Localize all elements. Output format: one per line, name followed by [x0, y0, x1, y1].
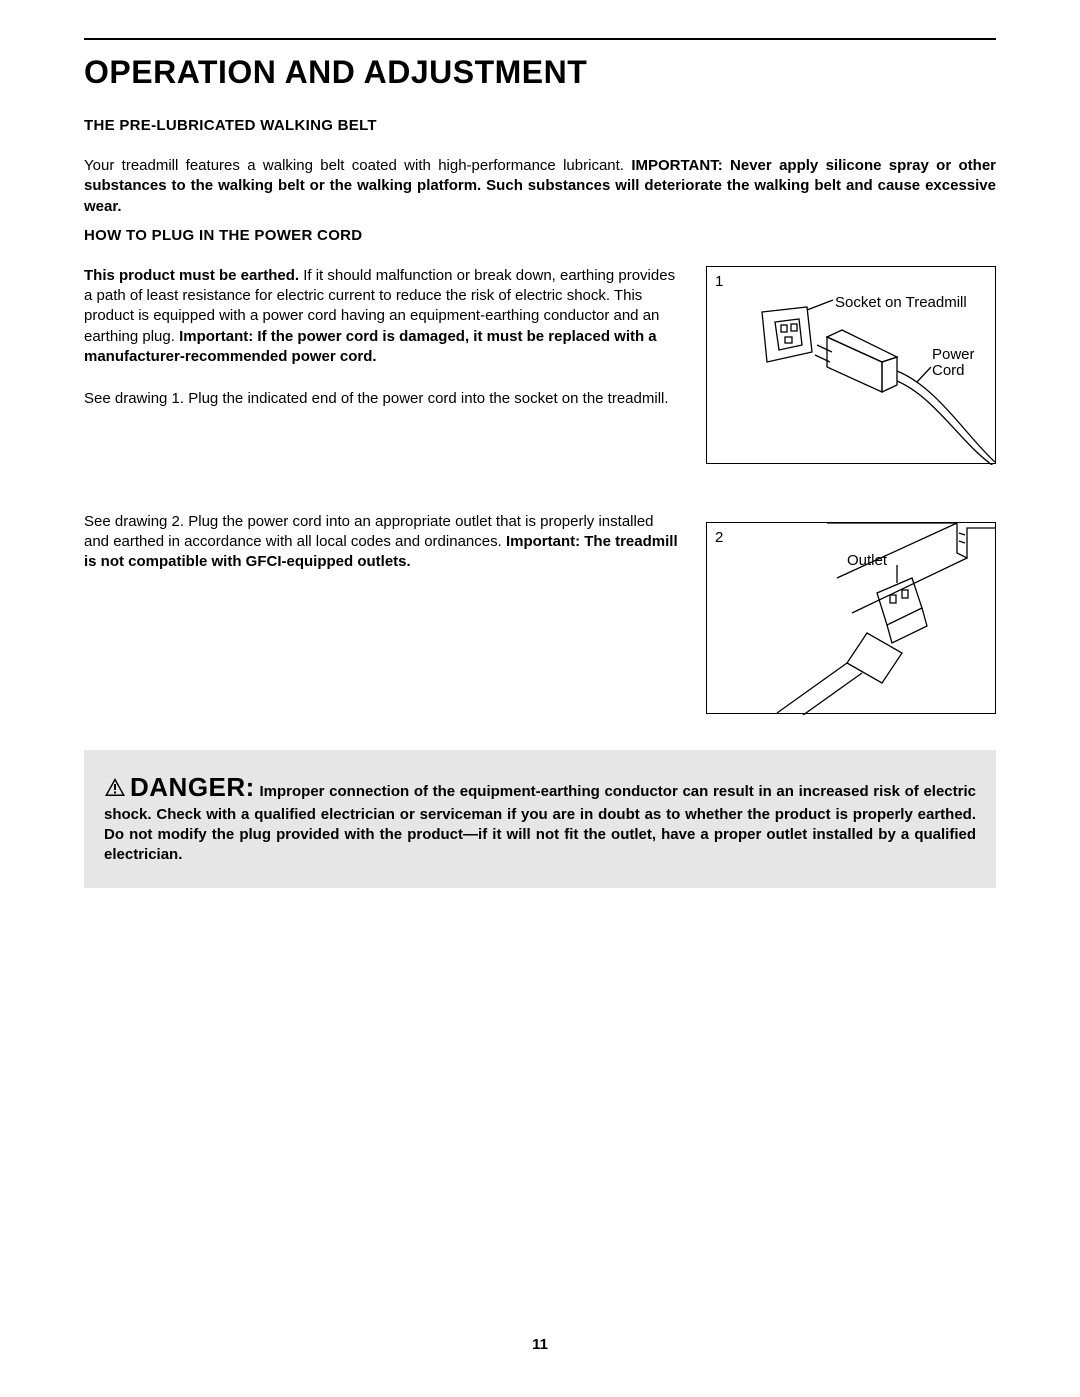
warning-icon [104, 777, 126, 797]
figure-1-label-socket: Socket on Treadmill [835, 295, 967, 312]
page-number: 11 [0, 1336, 1080, 1353]
figure-1-label-cord: Power Cord [932, 347, 975, 380]
cord-p1: This product must be earthed. If it shou… [84, 266, 682, 367]
cord-text-col-1: This product must be earthed. If it shou… [84, 266, 682, 464]
page: OPERATION AND ADJUSTMENT THE PRE-LUBRICA… [0, 0, 1080, 888]
figure-2: 2 Outlet [706, 522, 996, 714]
figure-1-number: 1 [715, 273, 723, 290]
cord-heading: HOW TO PLUG IN THE POWER CORD [84, 227, 996, 244]
page-title: OPERATION AND ADJUSTMENT [84, 54, 996, 91]
belt-paragraph: Your treadmill features a walking belt c… [84, 156, 996, 217]
cord-p3: See drawing 2. Plug the power cord into … [84, 512, 682, 573]
row-drawing-2: See drawing 2. Plug the power cord into … [84, 512, 996, 714]
cord-p2: See drawing 1. Plug the indicated end of… [84, 389, 682, 409]
top-rule [84, 38, 996, 40]
danger-box: DANGER: Improper connection of the equip… [84, 750, 996, 888]
belt-text-a: Your treadmill features a walking belt c… [84, 157, 631, 174]
figure-1-col: 1 Socket on Treadmill Power Cord [706, 266, 996, 464]
row-drawing-1: This product must be earthed. If it shou… [84, 266, 996, 464]
danger-word: DANGER: [130, 772, 255, 802]
figure-2-label-outlet: Outlet [847, 553, 887, 570]
cord-p1-a: This product must be earthed. [84, 267, 299, 284]
cord-text-col-2: See drawing 2. Plug the power cord into … [84, 512, 682, 714]
section-belt: THE PRE-LUBRICATED WALKING BELT Your tre… [84, 117, 996, 217]
belt-heading: THE PRE-LUBRICATED WALKING BELT [84, 117, 996, 134]
danger-paragraph: DANGER: Improper connection of the equip… [104, 770, 976, 866]
figure-2-col: 2 Outlet [706, 512, 996, 714]
section-cord: HOW TO PLUG IN THE POWER CORD This produ… [84, 227, 996, 714]
figure-1: 1 Socket on Treadmill Power Cord [706, 266, 996, 464]
figure-2-number: 2 [715, 529, 723, 546]
